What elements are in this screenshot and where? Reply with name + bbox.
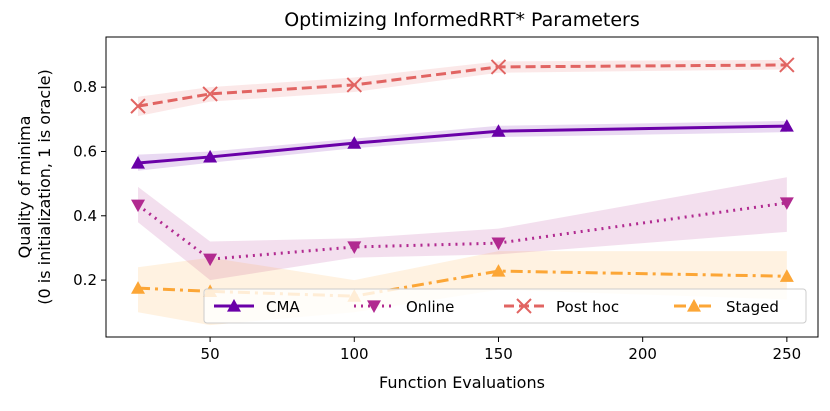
error-band xyxy=(138,120,787,171)
plot-frame xyxy=(105,36,819,338)
x-axis-label: Function Evaluations xyxy=(379,373,545,392)
marker xyxy=(131,199,146,213)
x-tick-label: 200 xyxy=(628,345,657,363)
marker xyxy=(779,269,794,282)
legend-marker xyxy=(227,299,241,312)
marker xyxy=(779,57,795,73)
x-tick-label: 250 xyxy=(773,345,802,363)
marker xyxy=(130,98,146,114)
marker xyxy=(491,237,506,251)
error-band xyxy=(138,177,787,281)
legend-marker xyxy=(367,300,381,313)
legend-label: CMA xyxy=(266,298,300,316)
legend-label: Post hoc xyxy=(556,298,619,316)
x-tick-label: 50 xyxy=(201,345,220,363)
series-line xyxy=(137,201,788,261)
series-line xyxy=(137,269,787,298)
marker xyxy=(347,241,362,254)
y-axis-label: Quality of minima xyxy=(15,116,34,259)
error-band xyxy=(138,59,787,117)
marker xyxy=(346,77,362,93)
marker xyxy=(779,119,794,132)
legend-marker xyxy=(516,298,532,314)
x-tick-label: 100 xyxy=(340,345,369,363)
x-tick-label: 150 xyxy=(484,345,513,363)
legend-label: Online xyxy=(406,298,454,316)
chart-title: Optimizing InformedRRT* Parameters xyxy=(284,9,640,31)
marker xyxy=(779,197,794,210)
legend-label: Staged xyxy=(726,298,779,316)
marker xyxy=(203,253,218,267)
y-tick-label: 0.6 xyxy=(73,142,97,160)
legend: CMA Online Post hoc Staged xyxy=(203,288,807,324)
marker xyxy=(490,59,507,75)
y-axis-label: (0 is initialization, 1 is oracle) xyxy=(35,69,54,304)
marker xyxy=(131,156,146,169)
marker xyxy=(203,149,218,163)
y-tick-label: 0.8 xyxy=(73,78,97,96)
marker xyxy=(491,264,506,277)
y-tick-label: 0.4 xyxy=(73,207,97,225)
marker xyxy=(347,136,362,149)
marker xyxy=(202,86,218,102)
legend-marker xyxy=(687,299,701,312)
marker xyxy=(131,281,146,294)
y-tick-label: 0.2 xyxy=(73,271,97,289)
marker xyxy=(491,124,506,137)
